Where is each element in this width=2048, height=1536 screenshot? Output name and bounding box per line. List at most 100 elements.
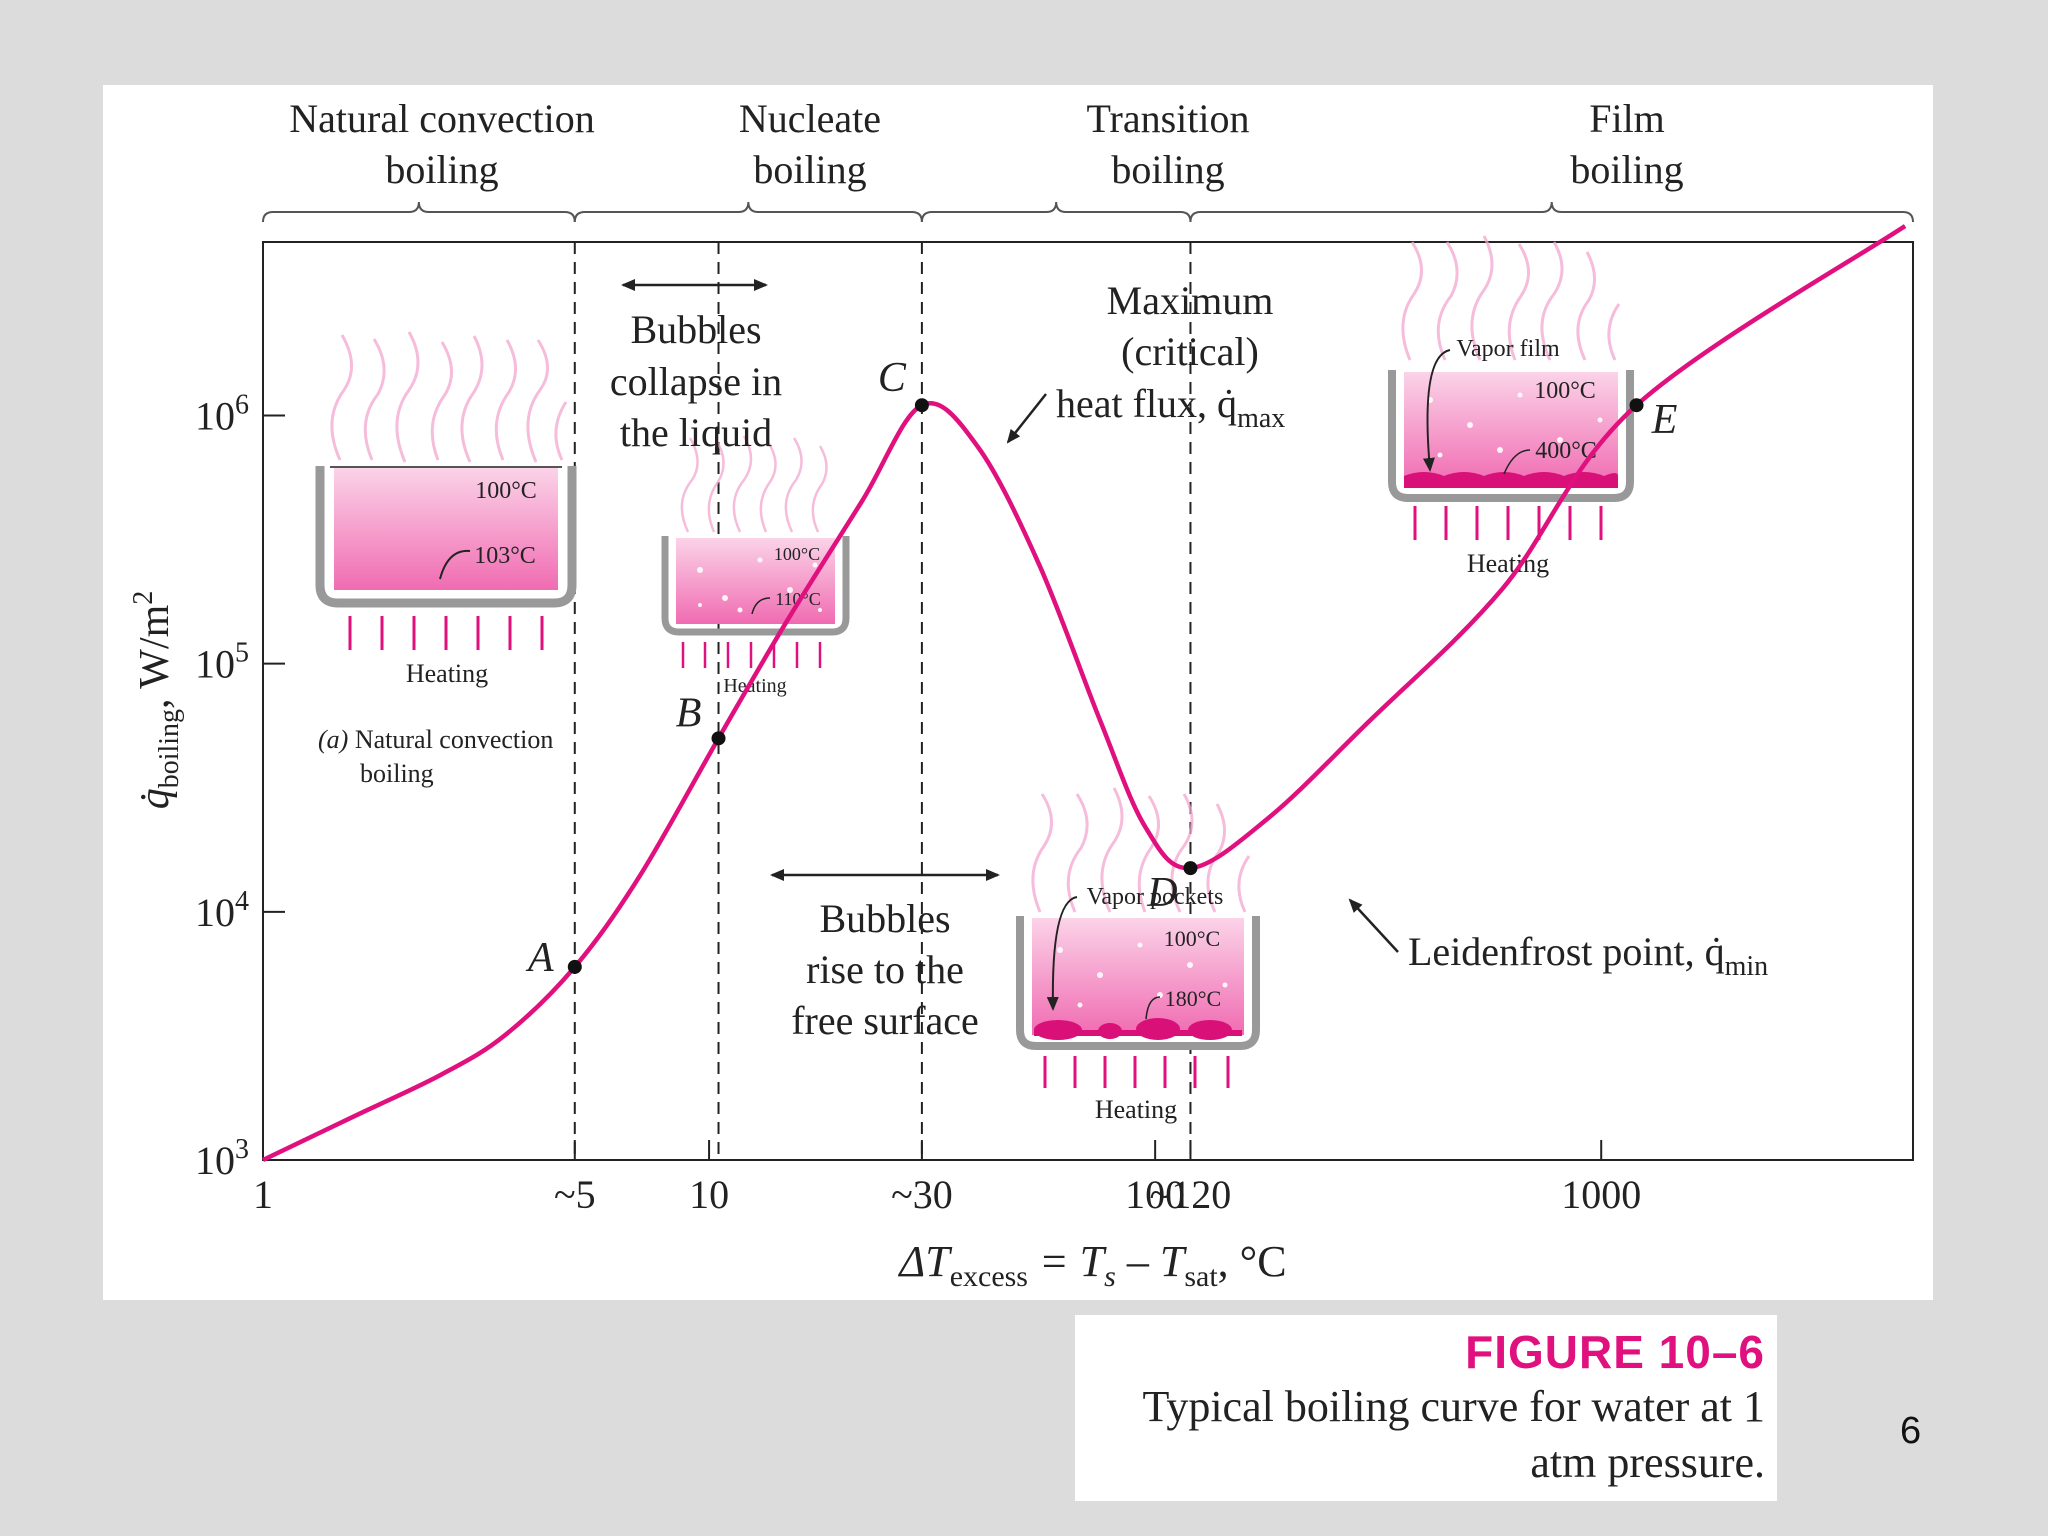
critical-line-1: Maximum [1107,278,1274,323]
critical-pointer [1006,393,1047,444]
bubbles-collapse-annotation: Bubbles collapse in the liquid [610,307,782,455]
temp-pointer [439,549,471,580]
bubbles-rise-line-3: free surface [791,998,979,1043]
temp-pointer [1145,996,1161,1020]
x-tick-label: 10 [689,1172,729,1217]
vapor-wisps-icon [330,331,568,463]
leidenfrost-annotation: Leidenfrost point, q̇min [1348,898,1768,982]
vapor-pocket-pointer [1046,896,1078,1011]
heating-arrows-icon [1413,506,1603,540]
inset-natural-bottom-temp: 103°C [474,543,536,569]
x-axis-ticks: 1 ~5 10 ~30 100~120 1000 [253,1140,1641,1217]
inset-natural-convection: 100°C 103°C Heating (a) Natural convecti… [315,331,577,788]
inset-transition-heating: Heating [1095,1095,1177,1124]
point-label-e: E [1651,397,1678,443]
critical-heat-flux-annotation: Maximum (critical) heat flux, q̇max [1006,278,1285,444]
bubbles-rise-line-2: rise to the [806,947,964,992]
region-brace [262,201,576,223]
point-c [914,398,929,413]
region-brace [573,201,923,223]
point-label-c: C [878,355,907,401]
vapor-film-icon [1404,472,1618,488]
figure-caption-box: FIGURE 10–6 Typical boiling curve for wa… [1075,1315,1777,1501]
y-tick-label: 103 [195,1134,249,1183]
x-tick-label: ~5 [554,1172,596,1217]
y-axis-ticks: 103 104 105 106 [195,389,285,1183]
pan-icon [1388,370,1634,502]
leidenfrost-pointer [1348,898,1399,953]
water-fill [676,538,835,624]
region-header-film: Film [1589,96,1665,141]
figure-caption: Typical boiling curve for water at 1 atm… [1142,1382,1765,1487]
x-axis-label: ΔTexcess = Ts – Tsat, °C [897,1237,1286,1293]
water-fill [334,468,558,590]
y-tick-label: 105 [195,638,249,687]
region-header-film-2: boiling [1570,147,1683,192]
inset-transition-top-temp: 100°C [1164,926,1220,951]
plot-frame [262,241,1914,1161]
temp-pointer [751,597,771,615]
inset-natural-caption-2: boiling [360,759,434,788]
pan-icon [661,536,850,636]
boiling-curve-line [262,224,1907,1163]
inset-natural-heating: Heating [406,659,488,688]
inset-transition: Vapor pockets 100°C 180°C Heating [1016,787,1260,1124]
inset-film-top-temp: 100°C [1534,378,1596,404]
point-label-b: B [676,690,702,736]
point-b [711,731,726,746]
x-tick-label: 1 [253,1172,273,1217]
x-tick-label: ~30 [891,1172,953,1217]
curve-points: A B C D E [525,355,1677,981]
vapor-wisps-icon [1031,787,1251,913]
inset-transition-label: Vapor pockets [1087,884,1224,910]
leidenfrost-label: Leidenfrost point, q̇min [1408,929,1768,982]
region-brace [1189,201,1914,223]
bubbles-icon [1427,392,1603,458]
x-tick-label: ~120 [1150,1172,1232,1217]
y-tick-label: 106 [195,389,249,438]
inset-film-heating: Heating [1467,549,1549,578]
heating-arrows-icon [348,616,544,650]
heating-arrows-icon [1043,1056,1230,1088]
region-brace [920,201,1192,223]
region-braces [262,201,1914,223]
region-headers: Natural convection boiling Nucleate boil… [289,96,1683,192]
vapor-pockets-icon [1034,1018,1242,1040]
bubbles-collapse-line-3: the liquid [620,410,772,455]
bubbles-collapse-line-2: collapse in [610,359,782,404]
y-axis-label: q̇boiling, W/m2 [128,591,185,810]
x-tick-label: 100 [1125,1172,1185,1217]
x-tick-label: 1000 [1561,1172,1641,1217]
figure-panel [103,85,1933,1300]
region-header-transition-2: boiling [1111,147,1224,192]
inset-natural-top-temp: 100°C [475,478,537,504]
bubbles-rise-line-1: Bubbles [819,896,950,941]
vapor-wisps-icon [1401,235,1621,361]
region-header-nucleate: Nucleate [739,96,881,141]
water-fill [1032,918,1244,1035]
bubbles-icon [697,557,822,613]
page-number: 6 [1900,1410,1922,1452]
region-header-natural-2: boiling [385,147,498,192]
pan-icon [1016,916,1260,1050]
pan-icon [315,466,577,608]
inset-nucleate-top-temp: 100°C [774,544,820,564]
region-header-transition: Transition [1086,96,1249,141]
point-a [567,959,582,974]
inset-film-label: Vapor film [1456,336,1560,362]
bubbles-icon [1057,942,1228,1008]
region-header-nucleate-2: boiling [753,147,866,192]
point-label-a: A [525,935,554,981]
inset-natural-caption: (a) Natural convection [318,725,553,754]
bubbles-rise-annotation: Bubbles rise to the free surface [791,896,979,1043]
y-tick-label: 104 [195,886,249,935]
vapor-film-pointer [1422,349,1451,472]
point-label-d: D [1146,870,1177,916]
region-header-natural: Natural convection [289,96,594,141]
vapor-wisps-icon [680,435,828,533]
bubbles-collapse-line-1: Bubbles [630,307,761,352]
inset-nucleate: 100°C 110°C Heating [661,435,850,697]
inset-transition-bottom-temp: 180°C [1165,986,1221,1011]
critical-line-2: (critical) [1121,329,1259,374]
